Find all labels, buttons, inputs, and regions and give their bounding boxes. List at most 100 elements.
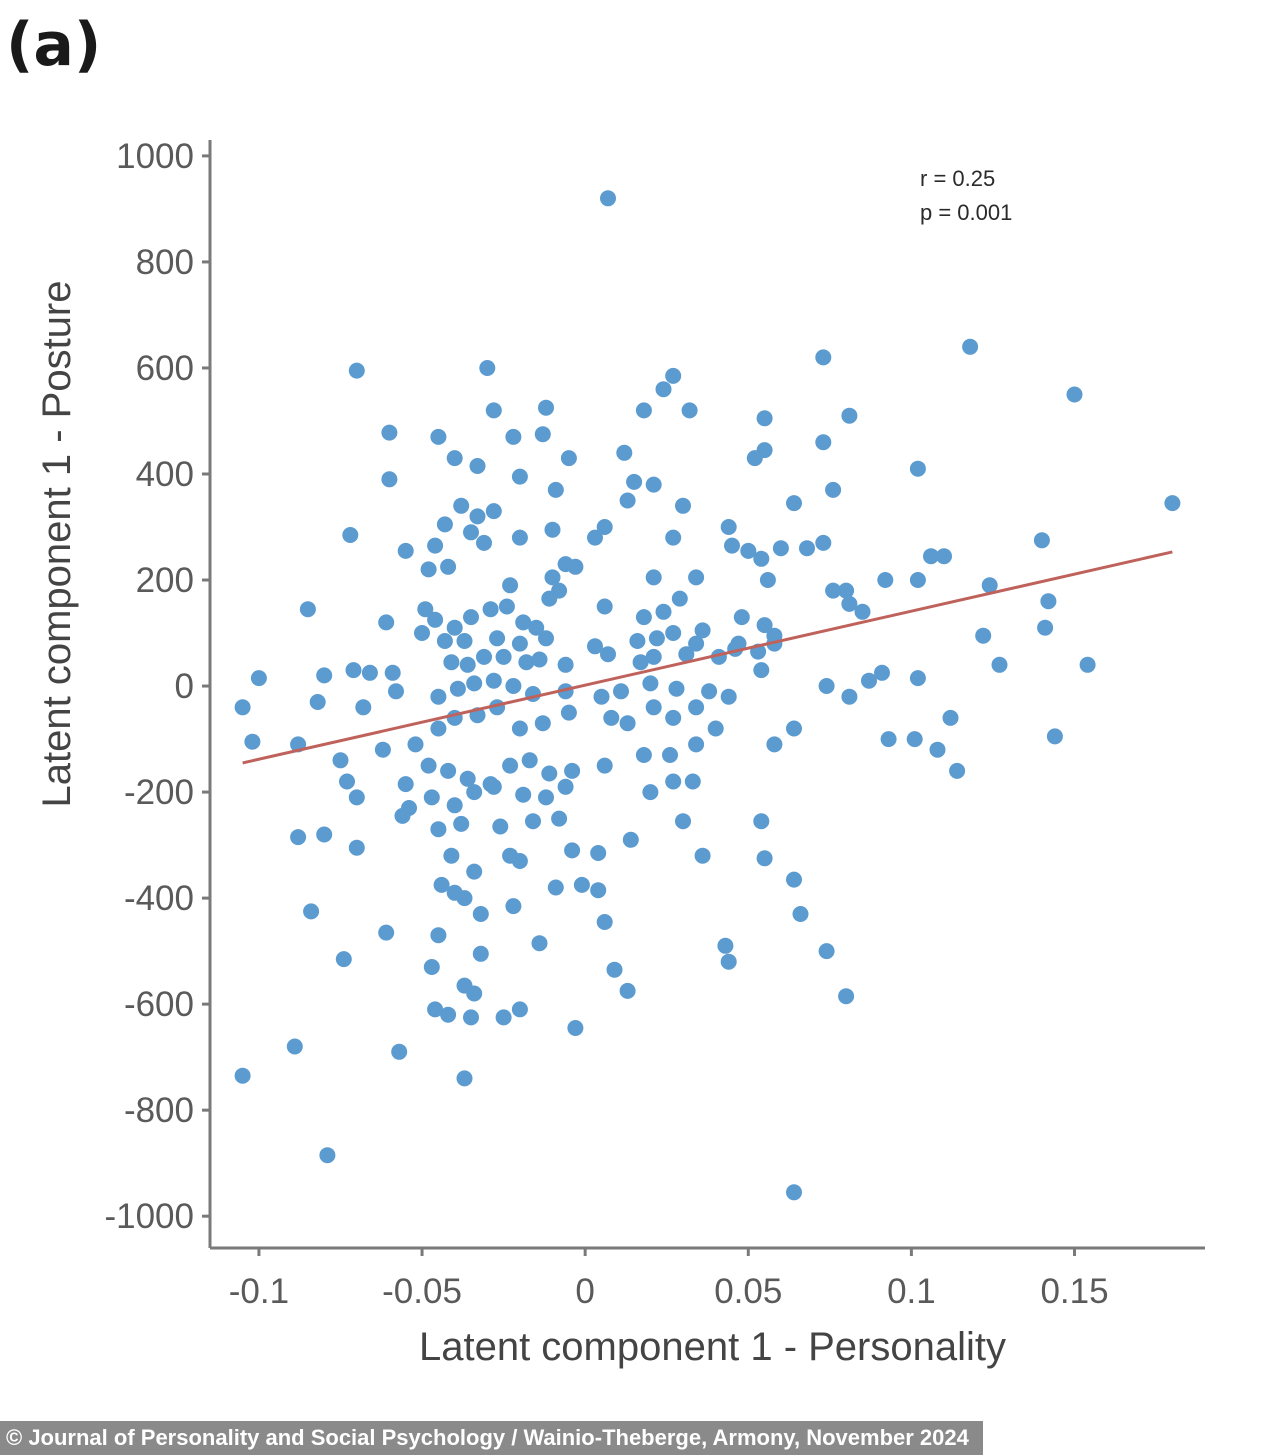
data-point — [688, 699, 705, 716]
data-point — [531, 935, 548, 952]
data-point — [531, 651, 548, 668]
data-point — [309, 694, 326, 710]
data-point — [528, 619, 545, 636]
data-point — [453, 815, 470, 832]
regression-line-group — [242, 550, 1173, 765]
data-point — [495, 1009, 512, 1026]
data-point — [587, 529, 603, 546]
data-point — [299, 601, 316, 618]
data-point — [417, 601, 434, 618]
data-point — [815, 349, 832, 366]
data-point — [541, 765, 558, 782]
data-point — [521, 752, 538, 769]
x-tick-label: 0.05 — [714, 1272, 782, 1311]
data-point — [479, 360, 496, 376]
data-point — [430, 927, 447, 944]
data-point — [511, 853, 528, 869]
y-axis-title: Latent component 1 - Posture — [35, 281, 79, 808]
data-point — [645, 476, 662, 493]
data-point — [724, 537, 740, 554]
data-point — [381, 471, 398, 488]
data-point — [753, 813, 770, 830]
data-point — [1066, 386, 1083, 403]
data-point — [740, 542, 757, 559]
data-point — [596, 598, 613, 615]
data-point — [332, 752, 349, 769]
data-point — [511, 635, 528, 652]
data-point — [613, 683, 629, 700]
data-point — [909, 460, 926, 477]
data-point — [443, 654, 460, 671]
y-tick-label: -600 — [124, 985, 194, 1024]
data-point — [440, 558, 457, 575]
data-point — [547, 481, 564, 498]
data-point — [786, 871, 802, 888]
regression-line — [242, 550, 1173, 765]
data-point — [557, 778, 574, 795]
data-point — [505, 428, 522, 445]
data-point — [606, 961, 623, 978]
data-point — [463, 1009, 479, 1026]
data-point — [756, 617, 773, 634]
data-point — [534, 715, 551, 732]
data-point — [949, 762, 966, 779]
data-point — [525, 813, 541, 830]
panel-label: (a) — [6, 10, 102, 80]
data-point — [319, 1147, 336, 1164]
data-point — [485, 503, 502, 520]
data-point — [397, 542, 414, 559]
x-tick-label: 0 — [575, 1272, 594, 1311]
data-point — [430, 688, 447, 705]
data-point — [518, 654, 535, 671]
data-point — [593, 688, 610, 705]
data-point — [1037, 619, 1054, 636]
data-point — [339, 773, 355, 790]
data-point — [564, 842, 581, 859]
data-point — [936, 548, 952, 565]
data-point — [511, 1001, 528, 1018]
data-point — [505, 678, 522, 694]
data-point — [694, 622, 711, 639]
data-point — [877, 572, 894, 588]
data-point — [720, 519, 737, 535]
data-point — [573, 876, 590, 893]
data-point — [420, 757, 437, 774]
data-point — [665, 709, 682, 726]
data-point — [629, 633, 646, 649]
data-point — [381, 424, 398, 441]
data-point — [414, 625, 430, 641]
data-point — [688, 635, 705, 652]
data-point — [668, 680, 685, 697]
data-point — [600, 646, 616, 663]
data-point — [378, 924, 395, 941]
data-point — [427, 1001, 444, 1018]
data-point — [489, 630, 506, 647]
data-point — [502, 577, 519, 594]
data-point — [717, 937, 734, 954]
data-point — [603, 709, 620, 726]
data-point — [397, 776, 414, 793]
data-point — [825, 481, 842, 498]
data-point — [733, 609, 750, 626]
data-point — [825, 582, 842, 599]
x-tick-label: -0.1 — [229, 1272, 289, 1311]
data-point — [466, 863, 483, 880]
y-tick-label: -200 — [124, 773, 194, 812]
data-point — [645, 699, 662, 716]
data-point — [492, 818, 509, 835]
scatter-chart: 1000 800 600 400 200 0 -200 -400 -600 -800 -1000 -0… — [35, 137, 1205, 1369]
data-point — [459, 656, 476, 673]
data-point — [482, 601, 499, 618]
data-point — [632, 654, 649, 671]
data-point — [587, 638, 603, 655]
data-point — [707, 720, 724, 737]
data-point — [838, 582, 855, 599]
data-point — [446, 619, 463, 636]
data-point — [841, 407, 858, 424]
data-point — [388, 683, 404, 700]
data-point — [753, 662, 770, 679]
data-point — [619, 982, 636, 999]
data-point — [420, 561, 437, 578]
data-point — [436, 633, 453, 649]
data-point — [443, 847, 460, 864]
